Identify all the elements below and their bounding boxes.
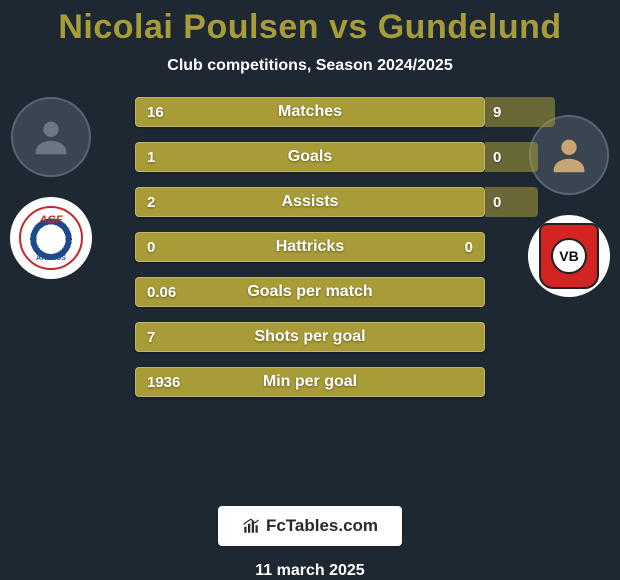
date-label: 11 march 2025 bbox=[255, 562, 364, 580]
stat-row: 7Shots per goal bbox=[135, 322, 485, 352]
person-icon bbox=[28, 114, 74, 160]
stat-value-left: 1 bbox=[147, 142, 155, 172]
stat-value-right: 0 bbox=[493, 187, 501, 217]
stat-row: 1Goals0 bbox=[135, 142, 485, 172]
stat-value-left: 16 bbox=[147, 97, 164, 127]
stat-value-left: 7 bbox=[147, 322, 155, 352]
stat-label: Shots per goal bbox=[135, 328, 485, 346]
stat-label: Goals per match bbox=[135, 283, 485, 301]
stat-value-right: 9 bbox=[493, 97, 501, 127]
stats-area: VB 16Matches91Goals02Assists00Hattricks0… bbox=[10, 97, 610, 484]
stat-row: 1936Min per goal bbox=[135, 367, 485, 397]
left-club-badge bbox=[10, 197, 92, 279]
stat-row: 16Matches9 bbox=[135, 97, 485, 127]
stat-row: 0.06Goals per match bbox=[135, 277, 485, 307]
left-player-avatar bbox=[11, 97, 91, 177]
stat-value-left: 0 bbox=[147, 232, 155, 262]
brand-box[interactable]: FcTables.com bbox=[218, 506, 402, 546]
agf-badge-icon bbox=[19, 206, 83, 270]
stat-rows: 16Matches91Goals02Assists00Hattricks00.0… bbox=[135, 97, 485, 397]
right-player-column: VB bbox=[528, 115, 610, 297]
stat-label: Min per goal bbox=[135, 373, 485, 391]
stat-value-right: 0 bbox=[493, 142, 501, 172]
stat-label: Goals bbox=[135, 148, 485, 166]
chart-icon bbox=[242, 517, 260, 535]
vb-badge-icon: VB bbox=[539, 223, 599, 289]
right-club-badge: VB bbox=[528, 215, 610, 297]
page-title: Nicolai Poulsen vs Gundelund bbox=[58, 8, 561, 47]
stat-row: 0Hattricks0 bbox=[135, 232, 485, 262]
right-player-avatar bbox=[529, 115, 609, 195]
subtitle: Club competitions, Season 2024/2025 bbox=[167, 57, 452, 75]
brand-label: FcTables.com bbox=[266, 516, 378, 536]
stat-value-left: 2 bbox=[147, 187, 155, 217]
stat-label: Assists bbox=[135, 193, 485, 211]
stat-value-right: 0 bbox=[465, 232, 473, 262]
stat-value-left: 1936 bbox=[147, 367, 180, 397]
stat-value-left: 0.06 bbox=[147, 277, 176, 307]
stat-row: 2Assists0 bbox=[135, 187, 485, 217]
person-icon bbox=[546, 132, 592, 178]
stat-label: Hattricks bbox=[135, 238, 485, 256]
comparison-card: Nicolai Poulsen vs Gundelund Club compet… bbox=[0, 0, 620, 580]
left-player-column bbox=[10, 97, 92, 279]
stat-label: Matches bbox=[135, 103, 485, 121]
